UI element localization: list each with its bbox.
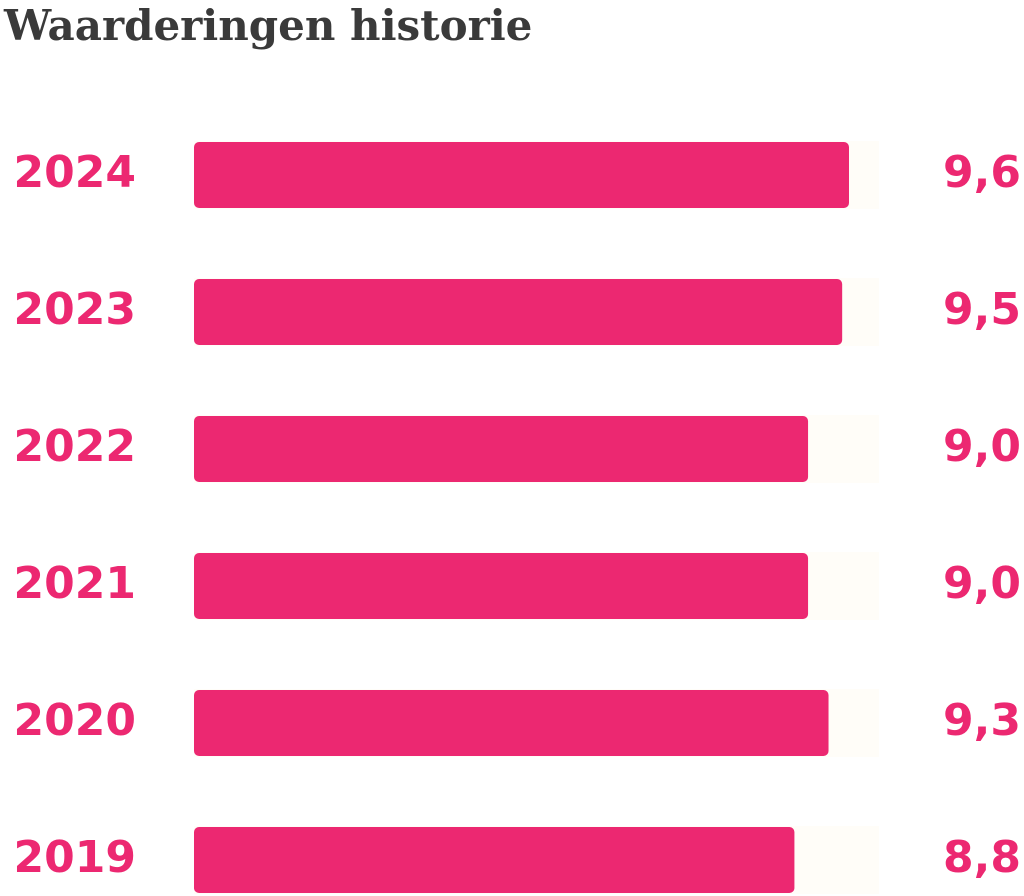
category-label: 2020 [14,695,136,746]
category-label: 2019 [14,832,136,883]
value-label: 9,0 [943,421,1021,472]
bar [194,827,795,893]
value-label: 9,6 [943,147,1021,198]
value-label: 9,3 [943,695,1021,746]
value-label: 9,0 [943,558,1021,609]
bar [194,690,829,756]
value-label: 9,5 [943,284,1021,335]
chart-title: Waarderingen historie [3,1,532,50]
category-label: 2022 [14,421,136,472]
bar [194,553,809,619]
bar [194,279,843,345]
category-label: 2023 [14,284,136,335]
category-label: 2024 [14,147,136,198]
value-label: 8,8 [943,832,1021,883]
bar [194,142,849,208]
bar [194,416,809,482]
category-label: 2021 [14,558,136,609]
